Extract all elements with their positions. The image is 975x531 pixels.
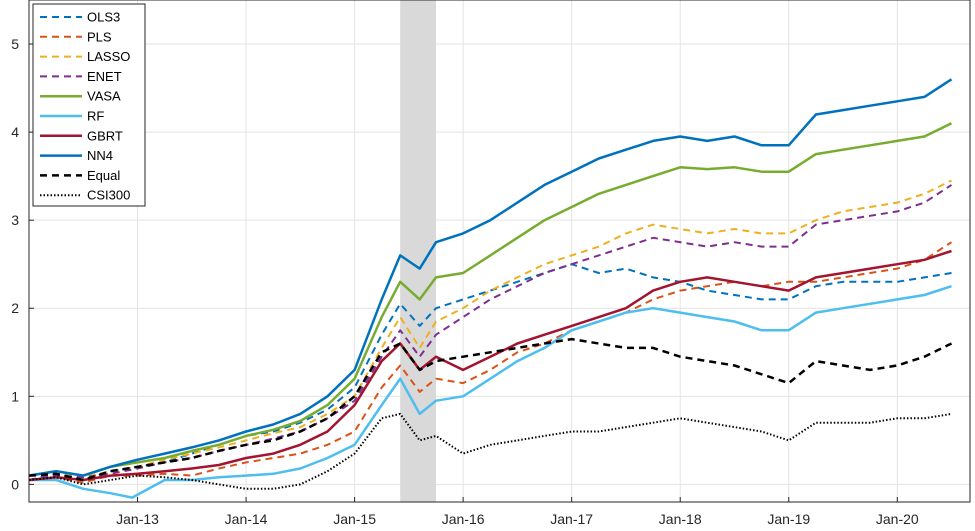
x-tick-label-2: Jan-15 — [333, 511, 376, 527]
plot-frame — [28, 0, 971, 503]
plot-background — [29, 0, 970, 502]
x-tick-label-6: Jan-19 — [767, 511, 810, 527]
series-line-lasso — [28, 179, 952, 479]
series-line-rf — [29, 285, 952, 499]
y-tick-label-3: 3 — [11, 212, 19, 228]
x-tick-label-7: Jan-20 — [876, 511, 919, 527]
legend-label-nn4: NN4 — [87, 148, 113, 163]
legend-label-enet: ENET — [87, 69, 122, 84]
y-tick-label-0: 0 — [11, 476, 19, 492]
series-line-nn4 — [28, 78, 953, 477]
grid-lines — [29, 0, 970, 502]
legend-label-ols3: OLS3 — [87, 10, 120, 25]
legend-label-rf: RF — [87, 109, 104, 124]
legend-label-csi300: CSI300 — [87, 188, 130, 203]
series-line-gbrt — [28, 249, 952, 482]
legend-label-gbrt: GBRT — [87, 128, 123, 143]
x-tick-label-5: Jan-18 — [659, 511, 702, 527]
y-tick-label-4: 4 — [11, 124, 19, 140]
legend-label-pls: PLS — [87, 29, 112, 44]
x-tick-label-4: Jan-17 — [550, 511, 593, 527]
x-axis-ticks: Jan-13 Jan-14 Jan-15 Jan-16 Jan-17 Jan-18 Jan-… — [116, 497, 919, 527]
x-tick-label-0: Jan-13 — [116, 511, 159, 527]
y-tick-label-5: 5 — [11, 36, 19, 52]
series-line-csi300 — [28, 412, 952, 490]
y-tick-label-1: 1 — [11, 388, 19, 404]
series-line-equal — [28, 337, 953, 482]
x-tick-label-3: Jan-16 — [442, 511, 485, 527]
x-tick-label-1: Jan-14 — [225, 511, 268, 527]
y-tick-label-2: 2 — [11, 300, 19, 316]
legend-label-vasa: VASA — [87, 89, 121, 104]
series-line-pls — [28, 241, 953, 484]
legend-label-equal: Equal — [87, 168, 120, 183]
series-lines — [28, 78, 953, 499]
legend: OLS3 PLS LASSO ENET VASA RF GBRT NN4 Equal CSI300 — [32, 3, 146, 207]
legend-label-lasso: LASSO — [87, 49, 130, 64]
legend-box — [32, 3, 146, 207]
series-line-vasa — [28, 122, 953, 477]
